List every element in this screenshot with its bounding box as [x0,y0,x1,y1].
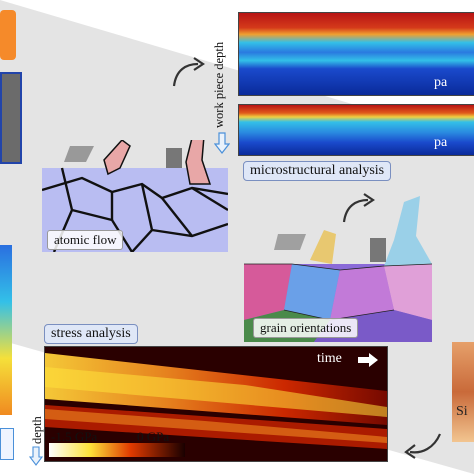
pa-label-middle: pa [434,135,448,150]
stress-analysis-label: stress analysis [44,324,138,344]
left-top-panel [0,0,22,165]
curved-arrow-icon [404,433,442,459]
down-arrow-icon [29,446,43,466]
atomic-flow-label: atomic flow [47,230,124,250]
right-edge-panel: Si [452,342,474,442]
microstructural-analysis-label: microstructural analysis [243,161,392,181]
depth-label: depth [30,416,44,444]
stress-heatmap-graphic [45,353,387,457]
work-piece-depth-label: work piece depth [212,41,226,128]
curved-arrow-icon [342,193,375,223]
si-label: Si [456,404,468,419]
depth-map-top: pa [238,12,474,96]
colorbar-min-label: -1.5 GPa [51,429,98,444]
gray-block [0,72,22,164]
orange-grains [0,10,16,60]
left-mid-colorbar [0,245,12,415]
left-bottom-box [0,428,14,460]
stress-heatmap: -1.5 GPa 0 GPa time [44,346,388,462]
time-label: time [317,351,342,366]
grain-orientations-label: grain orientations [253,318,359,338]
curved-arrow-icon [172,57,205,87]
pa-label-top: pa [434,75,448,90]
down-arrow-icon [214,132,230,154]
right-arrow-icon [358,353,378,367]
colorbar-max-label: 0 GPa [137,429,170,444]
depth-map-middle: pa [238,104,474,156]
